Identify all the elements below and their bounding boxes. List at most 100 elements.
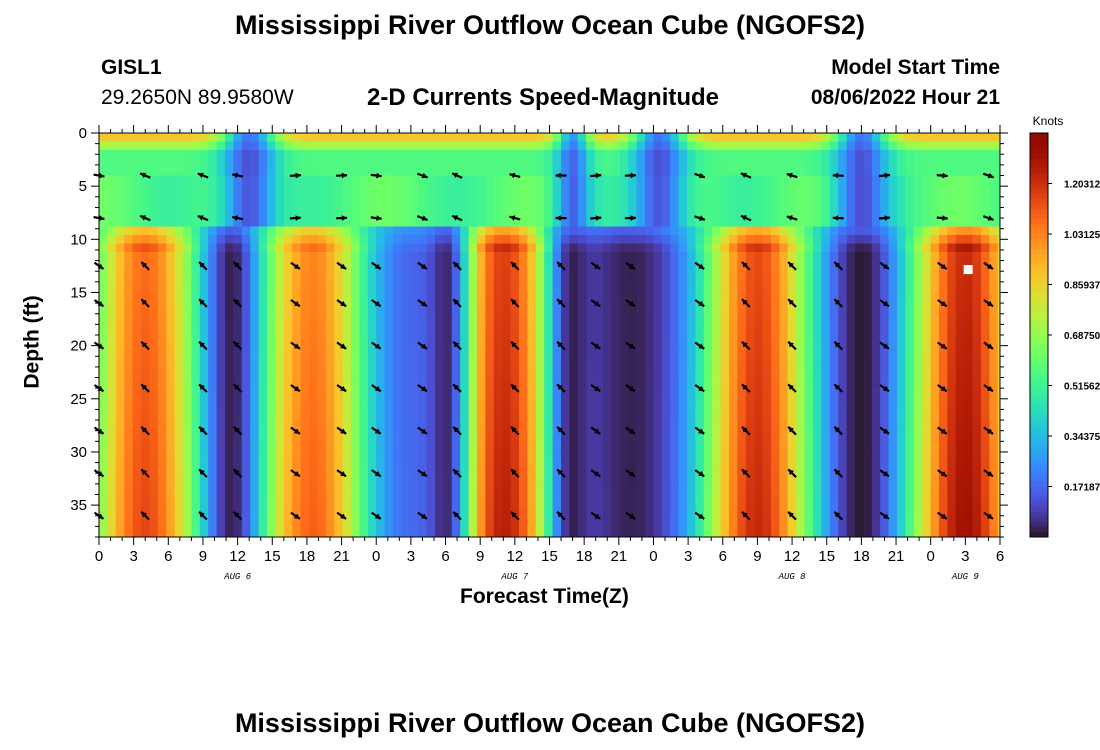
heat-cell (401, 133, 411, 142)
heat-cell (393, 209, 402, 219)
heat-cell (183, 507, 192, 516)
heat-cell (443, 150, 453, 159)
heat-cell (275, 379, 285, 389)
heat-cell (409, 167, 419, 176)
heat-cell (771, 524, 780, 533)
heat-cell (922, 192, 931, 202)
heat-cell (611, 277, 621, 287)
heat-cell (552, 337, 562, 346)
heat-cell (468, 362, 478, 372)
heat-cell (754, 456, 763, 465)
heat-cell (544, 184, 553, 193)
heat-cell (813, 439, 822, 448)
heat-cell (737, 345, 747, 355)
heat-cell (435, 524, 444, 533)
heat-cell (561, 320, 570, 329)
heat-cell (510, 532, 520, 538)
heat-cell (846, 354, 856, 363)
heat-cell (653, 328, 663, 338)
heat-cell (955, 532, 965, 538)
heat-cell (846, 405, 856, 414)
heat-cell (880, 192, 889, 202)
heat-cell (947, 439, 957, 448)
heat-cell (670, 133, 679, 142)
heat-cell (922, 413, 931, 423)
heat-cell (787, 150, 797, 159)
heat-cell (241, 235, 251, 244)
heat-cell (653, 388, 663, 397)
heat-cell (737, 379, 747, 389)
heat-cell (964, 320, 973, 329)
heat-cell (796, 286, 805, 295)
heat-cell (149, 371, 159, 380)
heat-cell (342, 413, 352, 423)
heat-cell (174, 337, 184, 346)
heat-cell (661, 524, 671, 533)
heat-cell (720, 201, 730, 210)
heat-cell (787, 464, 797, 474)
heat-cell (913, 439, 923, 448)
heat-cell (813, 243, 822, 253)
heat-cell (947, 320, 957, 329)
heat-cell (359, 507, 369, 516)
heat-cell (586, 379, 595, 389)
heat-cell (309, 184, 318, 193)
heat-cell (292, 507, 301, 516)
heat-cell (712, 320, 721, 329)
heat-cell (267, 464, 276, 474)
heat-cell (913, 286, 923, 295)
heat-cell (670, 473, 679, 482)
heat-cell (124, 464, 133, 474)
heat-cell (863, 252, 873, 261)
heat-cell (275, 269, 285, 278)
heat-cell (233, 354, 243, 363)
heat-cell (477, 277, 486, 287)
heat-cell (838, 405, 847, 414)
heat-cell (527, 209, 537, 219)
heat-cell (821, 252, 831, 261)
heat-cell (351, 422, 360, 431)
heat-cell (804, 524, 814, 533)
heat-cell (435, 388, 444, 397)
heat-cell (258, 184, 268, 193)
heat-cell (460, 133, 469, 142)
heat-cell (451, 320, 461, 329)
heat-cell (99, 337, 108, 346)
heat-cell (225, 252, 234, 261)
heat-cell (157, 498, 167, 508)
heat-cell (191, 515, 201, 525)
heat-cell (258, 218, 268, 227)
heat-cell (317, 158, 327, 168)
heat-cell (141, 396, 150, 406)
heat-cell (275, 141, 285, 151)
heat-cell (703, 269, 713, 278)
heat-cell (628, 175, 637, 185)
heat-cell (510, 277, 520, 287)
heat-cell (435, 175, 444, 185)
heat-cell (821, 405, 831, 414)
heat-cell (493, 447, 503, 457)
heat-cell (208, 252, 217, 261)
heat-cell (863, 481, 873, 491)
heat-cell (913, 167, 923, 176)
heat-cell (846, 320, 856, 329)
heat-cell (905, 405, 915, 414)
heat-cell (502, 362, 511, 372)
heat-cell (317, 422, 327, 431)
heat-cell (510, 243, 520, 253)
heat-cell (325, 456, 335, 465)
heat-cell (645, 184, 654, 193)
heat-cell (804, 218, 814, 227)
heat-cell (225, 303, 234, 312)
heat-cell (813, 337, 822, 346)
heat-cell (796, 473, 805, 482)
heat-cell (292, 464, 301, 474)
heat-cell (183, 141, 192, 151)
heat-cell (334, 422, 343, 431)
heat-cell (409, 430, 419, 440)
heat-cell (300, 413, 310, 423)
heat-cell (275, 328, 285, 338)
heat-cell (225, 320, 234, 329)
heat-cell (334, 524, 343, 533)
heat-cell (233, 439, 243, 448)
